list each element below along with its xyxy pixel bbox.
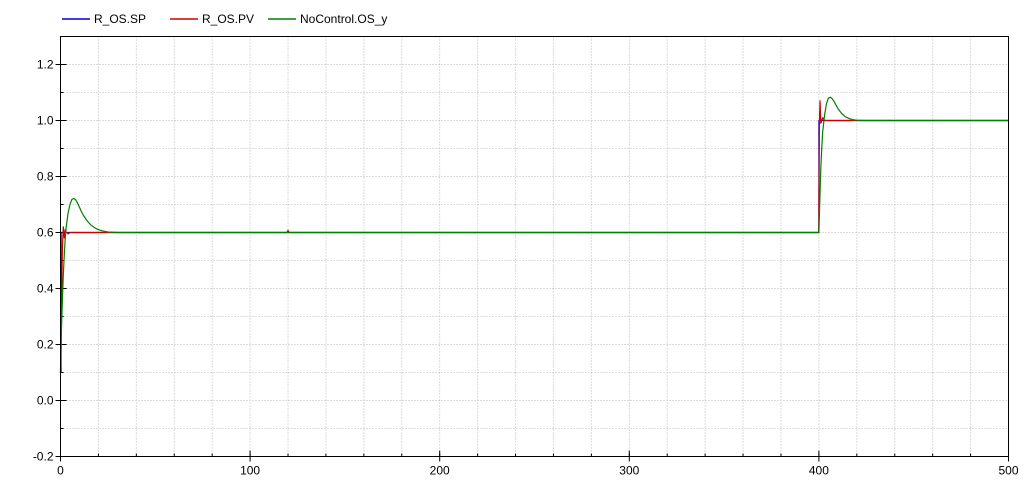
legend-label: NoControl.OS_y [300,12,387,26]
y-tick-label: -0.2 [33,450,54,464]
x-tick-label: 500 [998,464,1018,478]
y-tick-label: 0.8 [37,170,54,184]
series-line-nocontrol-os-y [59,96,1009,373]
x-axis-tick-labels: 0 100 200 300 400 500 [57,464,1019,478]
legend-label: R_OS.PV [202,12,254,26]
y-tick-label: 0.6 [37,226,54,240]
y-tick-label: 1.2 [37,58,54,72]
series-line-r-os-pv [59,100,1009,373]
x-tick-label: 0 [57,464,64,478]
series-layer [59,96,1009,374]
legend-item: R_OS.PV [170,12,254,26]
x-tick-label: 400 [809,464,829,478]
x-tick-label: 300 [619,464,639,478]
plot-frame [60,36,1009,457]
x-tick-label: 100 [240,464,260,478]
legend-label: R_OS.SP [94,12,146,26]
legend-item: R_OS.SP [62,12,146,26]
series-line-r-os-sp [60,119,1009,374]
x-tick-label: 200 [430,464,450,478]
y-tick-label: 0.4 [37,282,54,296]
y-tick-label: 1.0 [37,114,54,128]
legend: R_OS.SP R_OS.PV NoControl.OS_y [62,12,387,26]
y-axis-tick-labels: -0.2 0.0 0.2 0.4 0.6 0.8 1.0 1.2 [33,58,54,464]
legend-item: NoControl.OS_y [268,12,387,26]
minor-grid [60,36,1009,457]
y-tick-label: 0.0 [37,394,54,408]
axis-ticks [55,64,1009,462]
y-tick-label: 0.2 [37,338,54,352]
